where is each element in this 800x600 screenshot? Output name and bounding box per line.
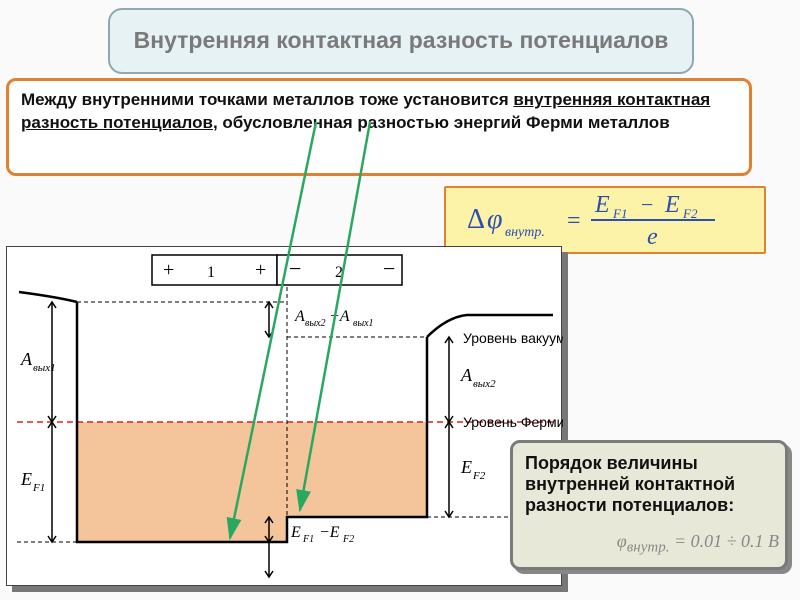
ef1-arrow bbox=[48, 422, 56, 542]
svg-text:A: A bbox=[294, 308, 305, 325]
vacuum-left bbox=[19, 292, 77, 302]
f-n2s: F2 bbox=[682, 206, 698, 221]
f-minus: − bbox=[641, 192, 653, 217]
svg-text:вых2: вых2 bbox=[305, 318, 326, 329]
vacuum-label: Уровень вакуума bbox=[463, 330, 563, 346]
ef2-label: E F2 bbox=[460, 457, 486, 482]
svg-text:F2: F2 bbox=[342, 534, 354, 545]
f-phi: φ bbox=[487, 204, 503, 235]
mag-range: = 0.01 ÷ 0.1 В bbox=[674, 531, 779, 551]
avyh-diff-label: A вых2 −A вых1 bbox=[294, 308, 374, 329]
description-panel: Между внутренними точками металлов тоже … bbox=[6, 78, 752, 176]
plus-l2: + bbox=[255, 259, 266, 281]
formula-box: Δ φ внутр. = E F1 − E F2 e bbox=[444, 186, 766, 254]
plus-l1: + bbox=[163, 259, 174, 281]
minus-r1: − bbox=[289, 256, 301, 281]
svg-text:A: A bbox=[20, 349, 33, 369]
f-sub: внутр. bbox=[505, 225, 545, 240]
ef1-label: E F1 bbox=[20, 469, 45, 494]
svg-text:вых1: вых1 bbox=[33, 362, 56, 374]
desc-line1a: Между внутренними точками металлов тоже … bbox=[21, 90, 513, 109]
mag-sub: внутр. bbox=[627, 540, 670, 556]
energy-diagram: + 1 + − 2 − A вых2 −A вых1 A вых1 bbox=[6, 246, 562, 586]
magnitude-formula: φвнутр. = 0.01 ÷ 0.1 В bbox=[617, 531, 779, 557]
svg-text:F2: F2 bbox=[472, 470, 486, 482]
fermi-label: Уровень Ферми bbox=[463, 414, 563, 430]
svg-text:вых2: вых2 bbox=[473, 378, 496, 390]
f-eq: = bbox=[567, 208, 581, 234]
ef2-arrow bbox=[445, 422, 453, 517]
avyh2-label: A вых2 bbox=[460, 365, 496, 390]
svg-text:A: A bbox=[460, 365, 473, 385]
minus-r2: − bbox=[383, 256, 395, 281]
svg-text:F1: F1 bbox=[302, 534, 314, 545]
svg-text:E: E bbox=[20, 469, 32, 489]
well-fill bbox=[77, 422, 427, 542]
reg2-label: 2 bbox=[335, 264, 343, 281]
reg1-label: 1 bbox=[207, 264, 215, 281]
desc-line2: , обусловленная разностью энергий Ферми … bbox=[213, 113, 670, 132]
avyh2-arrow bbox=[445, 337, 453, 422]
svg-text:вых1: вых1 bbox=[353, 318, 374, 329]
f-n2: E bbox=[664, 192, 680, 218]
f-denom: e bbox=[647, 224, 658, 250]
title-text: Внутренняя контактная разность потенциал… bbox=[134, 28, 669, 53]
title-banner: Внутренняя контактная разность потенциал… bbox=[108, 8, 694, 74]
svg-text:−E: −E bbox=[319, 524, 340, 541]
mag-phi: φ bbox=[617, 531, 627, 551]
diagram-svg: + 1 + − 2 − A вых2 −A вых1 A вых1 bbox=[7, 247, 563, 587]
efdiff-label: E F1 −E F2 bbox=[290, 524, 354, 545]
magnitude-box: Порядок величины внутренней контактной р… bbox=[510, 440, 788, 570]
svg-text:F1: F1 bbox=[32, 482, 45, 494]
formula-svg: Δ φ внутр. = E F1 − E F2 e bbox=[455, 190, 755, 250]
svg-text:−A: −A bbox=[329, 308, 350, 325]
f-n1s: F1 bbox=[612, 206, 627, 221]
avyh-diff-arrow bbox=[265, 302, 273, 337]
svg-text:E: E bbox=[290, 524, 301, 541]
f-n1: E bbox=[594, 192, 610, 218]
svg-text:E: E bbox=[460, 457, 472, 477]
magnitude-text: Порядок величины внутренней контактной р… bbox=[525, 453, 735, 515]
f-delta: Δ bbox=[467, 204, 485, 235]
avyh1-label: A вых1 bbox=[20, 349, 56, 374]
